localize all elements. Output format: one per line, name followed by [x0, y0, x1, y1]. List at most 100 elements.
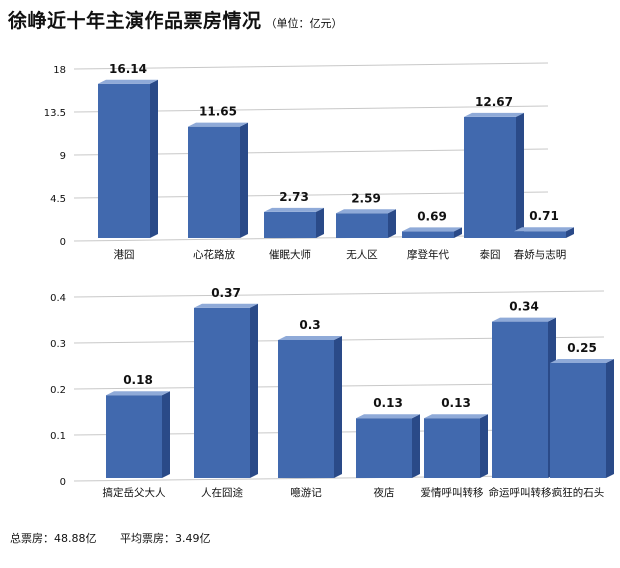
bar-side	[606, 359, 614, 478]
bar-top	[464, 112, 524, 117]
bar-side	[334, 336, 342, 478]
bar	[464, 112, 524, 238]
value-label: 0.37	[211, 286, 241, 300]
category-label: 搞定岳父大人	[103, 486, 166, 499]
bar-front	[424, 418, 480, 478]
footer: 总票房：48.88亿 平均票房：3.49亿	[10, 530, 231, 546]
y-tick-label: 0.2	[50, 385, 66, 396]
bar	[356, 414, 420, 478]
bar	[492, 317, 556, 478]
bar-side	[454, 227, 462, 238]
value-label: 0.13	[441, 396, 471, 410]
bar	[194, 303, 258, 478]
category-label: 心花路放	[193, 248, 235, 261]
category-label: 人在囧途	[201, 486, 243, 499]
bar	[264, 207, 324, 238]
bar-top	[492, 317, 556, 322]
category-label: 爱情呼叫转移	[421, 486, 484, 499]
y-tick-label: 4.5	[50, 194, 66, 205]
y-tick-label: 13.5	[44, 108, 66, 119]
value-label: 11.65	[199, 105, 237, 119]
y-tick-label: 0.3	[50, 339, 66, 350]
bar	[336, 209, 396, 238]
value-label: 0.69	[417, 209, 447, 223]
bar-front	[336, 213, 388, 238]
gridline	[73, 62, 549, 70]
value-label: 2.59	[351, 191, 381, 205]
average-box-office: 平均票房：3.49亿	[120, 532, 211, 545]
bar-top	[278, 336, 342, 340]
bar-side	[150, 79, 158, 238]
bar-top	[188, 122, 248, 127]
y-tick-label: 0	[60, 237, 66, 248]
bar-front	[194, 307, 250, 478]
bar	[402, 227, 462, 238]
bar-top	[402, 227, 462, 232]
bar-front	[278, 340, 334, 478]
bar-side	[388, 209, 396, 238]
category-label: 春娇与志明	[514, 248, 567, 261]
bar-front	[98, 83, 150, 238]
value-label: 12.67	[475, 95, 513, 109]
gridline	[73, 290, 605, 298]
y-tick-label: 18	[53, 65, 66, 76]
value-label: 0.71	[529, 209, 559, 223]
y-tick-label: 0.4	[50, 293, 66, 304]
bar-side	[316, 207, 324, 238]
title-row: 徐峥近十年主演作品票房情况 （单位：亿元）	[8, 6, 343, 33]
bar-front	[356, 418, 412, 478]
y-tick-label: 0	[60, 477, 66, 488]
bar	[424, 414, 488, 478]
value-label: 0.13	[373, 396, 403, 410]
bar	[550, 359, 614, 478]
bar-top	[106, 391, 170, 396]
value-label: 16.14	[109, 62, 147, 76]
bar-top	[194, 303, 258, 308]
bar-front	[492, 321, 548, 478]
bar-front	[402, 231, 454, 238]
category-label: 催眠大师	[269, 248, 311, 261]
bar	[98, 79, 158, 238]
bar-side	[480, 414, 488, 478]
total-box-office: 总票房：48.88亿	[10, 532, 97, 545]
bar	[106, 391, 170, 478]
category-label: 摩登年代	[407, 248, 449, 261]
y-tick-label: 9	[60, 151, 66, 162]
bar-top	[550, 359, 614, 363]
bar-top	[264, 207, 324, 212]
bar-side	[516, 112, 524, 238]
bar-front	[106, 395, 162, 478]
bar-top	[514, 227, 574, 232]
bar-top	[424, 414, 488, 419]
bar	[278, 336, 342, 478]
bar-front	[464, 116, 516, 238]
chart-title: 徐峥近十年主演作品票房情况	[8, 10, 262, 32]
value-label: 0.34	[509, 300, 539, 314]
value-label: 2.73	[279, 190, 309, 204]
bar-front	[550, 363, 606, 478]
bar-side	[250, 303, 258, 478]
bar	[188, 122, 248, 238]
category-label: 夜店	[374, 486, 395, 499]
bar-top	[336, 209, 396, 214]
bar-top	[98, 79, 158, 84]
bar-front	[264, 211, 316, 238]
unit-label: （单位：亿元）	[265, 17, 343, 30]
bar-side	[240, 122, 248, 238]
category-label: 命运呼叫转移	[489, 486, 552, 499]
bar-side	[412, 414, 420, 478]
value-label: 0.18	[123, 373, 153, 387]
category-label: 噫游记	[290, 486, 322, 499]
bar-front	[514, 231, 566, 238]
value-label: 0.3	[299, 318, 320, 332]
category-label: 港囧	[114, 249, 135, 261]
value-label: 0.25	[567, 341, 597, 355]
category-label: 无人区	[346, 249, 378, 261]
category-label: 泰囧	[480, 248, 501, 261]
bar	[514, 227, 574, 238]
bar-top	[356, 414, 420, 419]
bar-front	[188, 126, 240, 238]
y-tick-label: 0.1	[50, 431, 66, 442]
